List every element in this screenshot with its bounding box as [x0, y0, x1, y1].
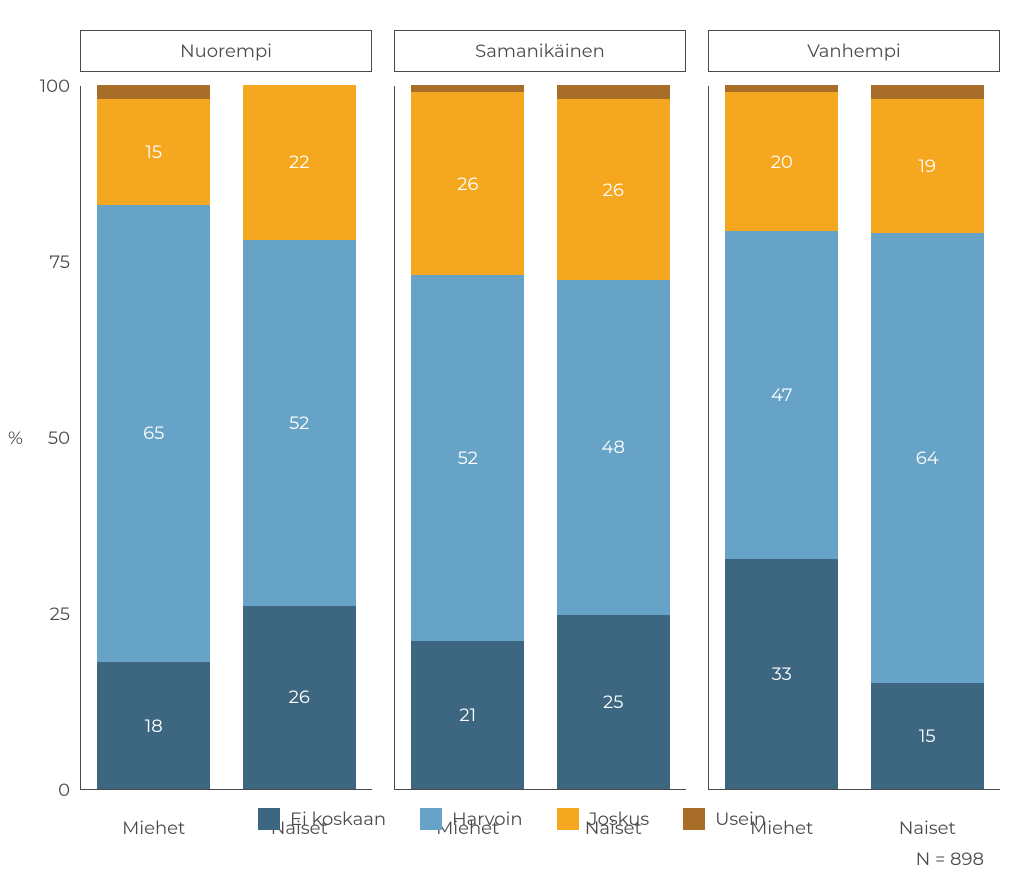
stacked-bar: 33 47 20 1	[725, 85, 838, 789]
bar-segment-value: 22	[289, 151, 309, 173]
bar-segment-value: 15	[145, 141, 162, 163]
bar-segment: 15	[871, 683, 984, 789]
legend: Ei koskaan Harvoin Joskus Usein	[0, 808, 1024, 830]
bar-segment-value: 52	[458, 447, 478, 469]
bar-segment-value: 47	[771, 384, 793, 406]
bar-segment: 33	[725, 559, 838, 789]
stacked-bar: 25 48 26 2	[557, 85, 670, 789]
y-axis-title: %	[8, 427, 23, 449]
bar-segment-value: 21	[459, 704, 476, 726]
bar-segment-value: 25	[603, 691, 623, 713]
facet-plot: 33472011564192MiehetNaiset	[708, 86, 1000, 790]
bar-segment: 26	[557, 99, 670, 280]
legend-label: Joskus	[589, 808, 650, 830]
bar-segment: 52	[411, 275, 524, 641]
bar-segment: 1	[725, 85, 838, 92]
bar-segment: 2	[871, 85, 984, 99]
bar-slot: 21 52 26 1	[395, 86, 541, 789]
y-tick-label: 75	[30, 251, 70, 273]
bar-segment: 65	[97, 205, 210, 663]
bar-segment: 26	[411, 92, 524, 275]
bar-segment-value: 33	[772, 663, 792, 685]
facet-panel: Nuorempi18651522652220MiehetNaiset	[80, 30, 372, 790]
facet-title: Vanhempi	[708, 30, 1000, 72]
bar-segment-value: 19	[919, 155, 936, 177]
bar-slot: 25 48 26 2	[541, 86, 687, 789]
bars-row: 18651522652220	[81, 86, 372, 789]
sample-size-note: N = 898	[916, 848, 984, 870]
legend-label: Harvoin	[452, 808, 523, 830]
bar-slot: 15 64 19 2	[855, 86, 1001, 789]
bar-segment-value: 26	[457, 173, 478, 195]
legend-swatch	[557, 808, 579, 830]
bar-segment: 26	[243, 606, 356, 789]
bar-segment: 64	[871, 233, 984, 684]
legend-label: Usein	[715, 808, 766, 830]
bars-row: 33 47 20 1 15 64 19 2	[709, 86, 1000, 789]
legend-label: Ei koskaan	[290, 808, 386, 830]
facet-panel: Vanhempi33472011564192MiehetNaiset	[708, 30, 1000, 790]
bar-segment: 25	[557, 615, 670, 789]
legend-swatch	[683, 808, 705, 830]
bar-segment-value: 52	[289, 412, 309, 434]
bar-segment: 2	[557, 85, 670, 99]
legend-item: Joskus	[557, 808, 650, 830]
bar-segment-value: 48	[601, 436, 625, 458]
bar-segment: 19	[871, 99, 984, 233]
legend-item: Usein	[683, 808, 766, 830]
bar-slot: 2652220	[227, 86, 373, 789]
bar-segment: 15	[97, 99, 210, 205]
bar-segment: 52	[243, 240, 356, 606]
legend-item: Harvoin	[420, 808, 523, 830]
y-tick-label: 25	[30, 603, 70, 625]
facets-container: Nuorempi18651522652220MiehetNaisetSamani…	[80, 30, 1000, 790]
facet-title: Samanikäinen	[394, 30, 686, 72]
bar-segment: 21	[411, 641, 524, 789]
bar-segment-value: 64	[916, 447, 939, 469]
stacked-bar: 15 64 19 2	[871, 85, 984, 789]
bar-slot: 18 65 15 2	[81, 86, 227, 789]
stacked-bar: 21 52 26 1	[411, 85, 524, 789]
facet-panel: Samanikäinen21522612548262MiehetNaiset	[394, 30, 686, 790]
bar-segment: 20	[725, 92, 838, 231]
legend-swatch	[258, 808, 280, 830]
y-tick-label: 50	[30, 427, 70, 449]
legend-swatch	[420, 808, 442, 830]
plot-area: Nuorempi18651522652220MiehetNaisetSamani…	[80, 30, 1000, 790]
legend-item: Ei koskaan	[258, 808, 386, 830]
bar-segment: 47	[725, 231, 838, 559]
bar-segment: 18	[97, 662, 210, 789]
stacked-bar-chart: % 0255075100 Nuorempi18651522652220Miehe…	[0, 0, 1024, 878]
bar-segment-value: 26	[603, 179, 624, 201]
bar-segment-value: 26	[289, 686, 310, 708]
facet-plot: 21522612548262MiehetNaiset	[394, 86, 686, 790]
y-tick-label: 100	[30, 75, 70, 97]
bars-row: 21 52 26 1 25 48 26 2	[395, 86, 686, 789]
facet-plot: 18651522652220MiehetNaiset	[80, 86, 372, 790]
bar-segment: 48	[557, 280, 670, 615]
bar-slot: 33 47 20 1	[709, 86, 855, 789]
bar-segment: 1	[411, 85, 524, 92]
facet-title: Nuorempi	[80, 30, 372, 72]
bar-segment: 2	[97, 85, 210, 99]
bar-segment-value: 65	[143, 422, 164, 444]
bar-segment-value: 15	[919, 725, 936, 747]
bar-segment-value: 20	[771, 151, 793, 173]
stacked-bar: 2652220	[243, 85, 356, 789]
stacked-bar: 18 65 15 2	[97, 85, 210, 789]
y-tick-label: 0	[30, 779, 70, 801]
bar-segment-value: 18	[145, 715, 163, 737]
bar-segment: 22	[243, 85, 356, 240]
